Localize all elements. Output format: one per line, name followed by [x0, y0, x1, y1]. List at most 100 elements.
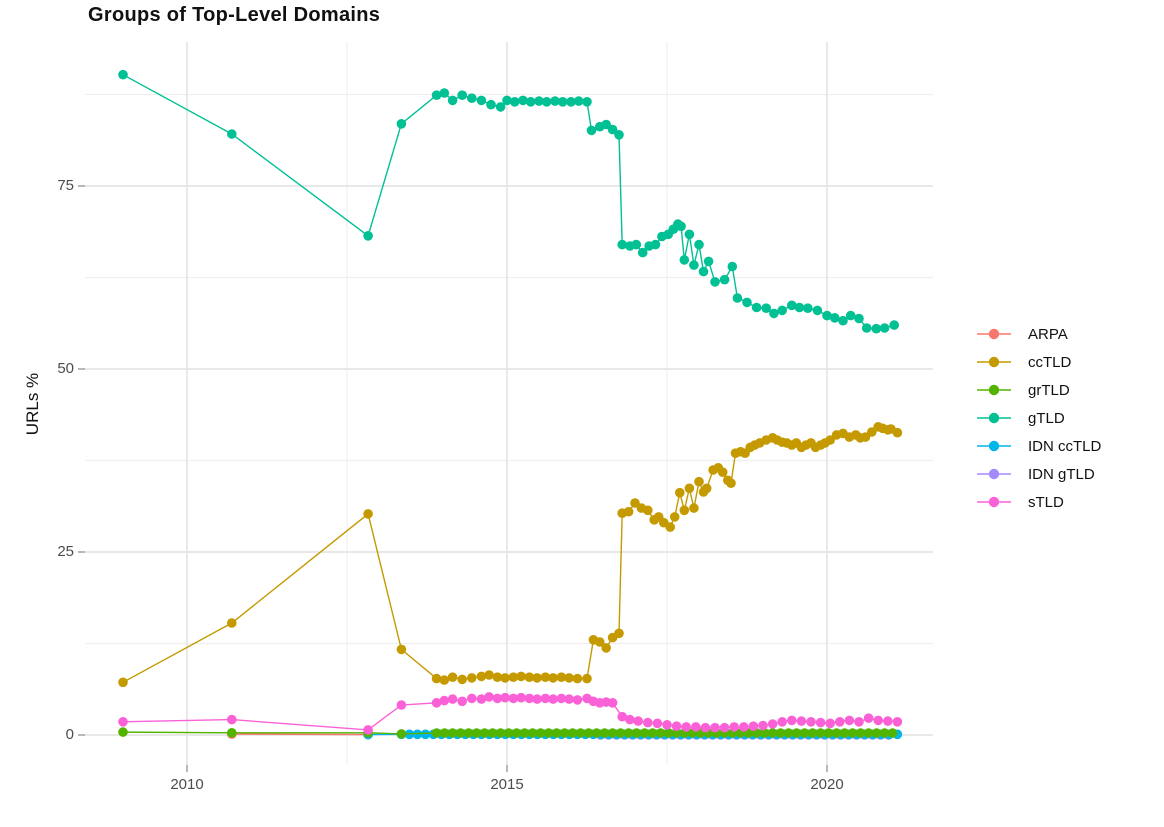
series-grtld — [118, 727, 898, 739]
data-point — [535, 728, 546, 738]
data-point — [484, 670, 494, 680]
data-point — [684, 229, 695, 240]
legend-item-idn-cctld: IDN ccTLD — [975, 432, 1101, 460]
data-point — [839, 728, 850, 738]
data-point — [614, 628, 624, 639]
data-point — [455, 728, 466, 738]
data-point — [118, 717, 128, 727]
data-point — [118, 727, 128, 737]
data-point — [719, 722, 730, 733]
legend-key-dot — [988, 384, 1000, 396]
data-point — [777, 717, 787, 727]
data-point — [363, 509, 373, 519]
data-point — [476, 671, 487, 682]
data-point — [671, 721, 682, 731]
data-point — [557, 97, 568, 107]
data-point — [742, 297, 752, 308]
legend-label: gTLD — [1028, 409, 1065, 427]
data-point — [431, 90, 442, 100]
data-point — [518, 95, 528, 106]
x-tick-label: 2020 — [810, 776, 844, 793]
data-point — [575, 728, 586, 738]
data-point — [815, 717, 826, 728]
series-gtld — [118, 69, 899, 334]
data-point — [838, 315, 848, 326]
data-point — [601, 119, 611, 130]
data-point — [647, 728, 658, 738]
data-point — [665, 522, 675, 532]
data-point — [748, 721, 759, 731]
data-point — [719, 274, 730, 285]
data-point — [630, 498, 640, 508]
data-point — [511, 728, 522, 738]
data-point — [787, 300, 797, 311]
data-point — [118, 677, 128, 688]
data-point — [420, 729, 431, 740]
data-point — [844, 715, 855, 726]
data-point — [643, 505, 653, 516]
data-point — [564, 694, 574, 704]
legend-item-cctld: ccTLD — [975, 348, 1101, 376]
legend-key-dot — [988, 328, 1000, 340]
data-point — [556, 672, 567, 682]
series-arpa — [227, 729, 373, 740]
data-point — [671, 728, 682, 738]
data-point — [639, 728, 650, 738]
legend-key-icon — [977, 356, 1011, 368]
legend-item-idn-gtld: IDN gTLD — [975, 460, 1101, 488]
data-point — [559, 728, 570, 738]
data-point — [689, 503, 699, 513]
data-point — [717, 467, 728, 478]
data-point — [871, 728, 882, 738]
data-point — [495, 102, 506, 112]
data-point — [457, 696, 468, 707]
data-point — [669, 512, 680, 522]
data-point — [703, 256, 714, 267]
data-point — [566, 97, 576, 107]
data-point — [758, 720, 768, 731]
data-point — [447, 728, 458, 738]
data-point — [467, 693, 477, 704]
data-point — [759, 728, 770, 738]
data-point — [684, 483, 695, 494]
data-point — [655, 728, 666, 738]
data-point — [643, 717, 653, 728]
data-point — [860, 432, 871, 442]
data-point — [586, 125, 597, 136]
legend-item-gtld: gTLD — [975, 404, 1101, 432]
data-point — [694, 239, 704, 250]
data-point — [540, 672, 551, 682]
legend-label: IDN ccTLD — [1028, 437, 1102, 455]
data-point — [701, 483, 712, 494]
legend-item-stld: sTLD — [975, 488, 1101, 516]
data-point — [807, 728, 818, 738]
data-point — [572, 695, 583, 705]
data-point — [783, 728, 794, 738]
data-point — [614, 130, 624, 140]
data-point — [479, 728, 490, 738]
data-point — [227, 728, 237, 738]
data-point — [863, 728, 874, 738]
data-point — [631, 239, 642, 250]
series-stld — [118, 692, 903, 735]
legend-key-dot — [988, 356, 1000, 368]
data-point — [527, 728, 538, 738]
data-point — [892, 717, 903, 727]
data-point — [396, 119, 407, 129]
data-point — [439, 88, 450, 98]
data-point — [767, 728, 778, 738]
legend-key-dot — [988, 440, 1000, 452]
data-point — [412, 729, 423, 740]
data-point — [726, 478, 736, 489]
data-point — [548, 673, 558, 683]
data-point — [447, 694, 458, 704]
data-point — [572, 673, 583, 684]
data-point — [396, 644, 407, 655]
data-point — [845, 310, 856, 321]
data-point — [676, 221, 686, 232]
data-point — [363, 725, 373, 735]
data-point — [691, 722, 701, 732]
data-point — [607, 124, 618, 135]
data-point — [524, 693, 535, 704]
data-point — [617, 239, 627, 250]
